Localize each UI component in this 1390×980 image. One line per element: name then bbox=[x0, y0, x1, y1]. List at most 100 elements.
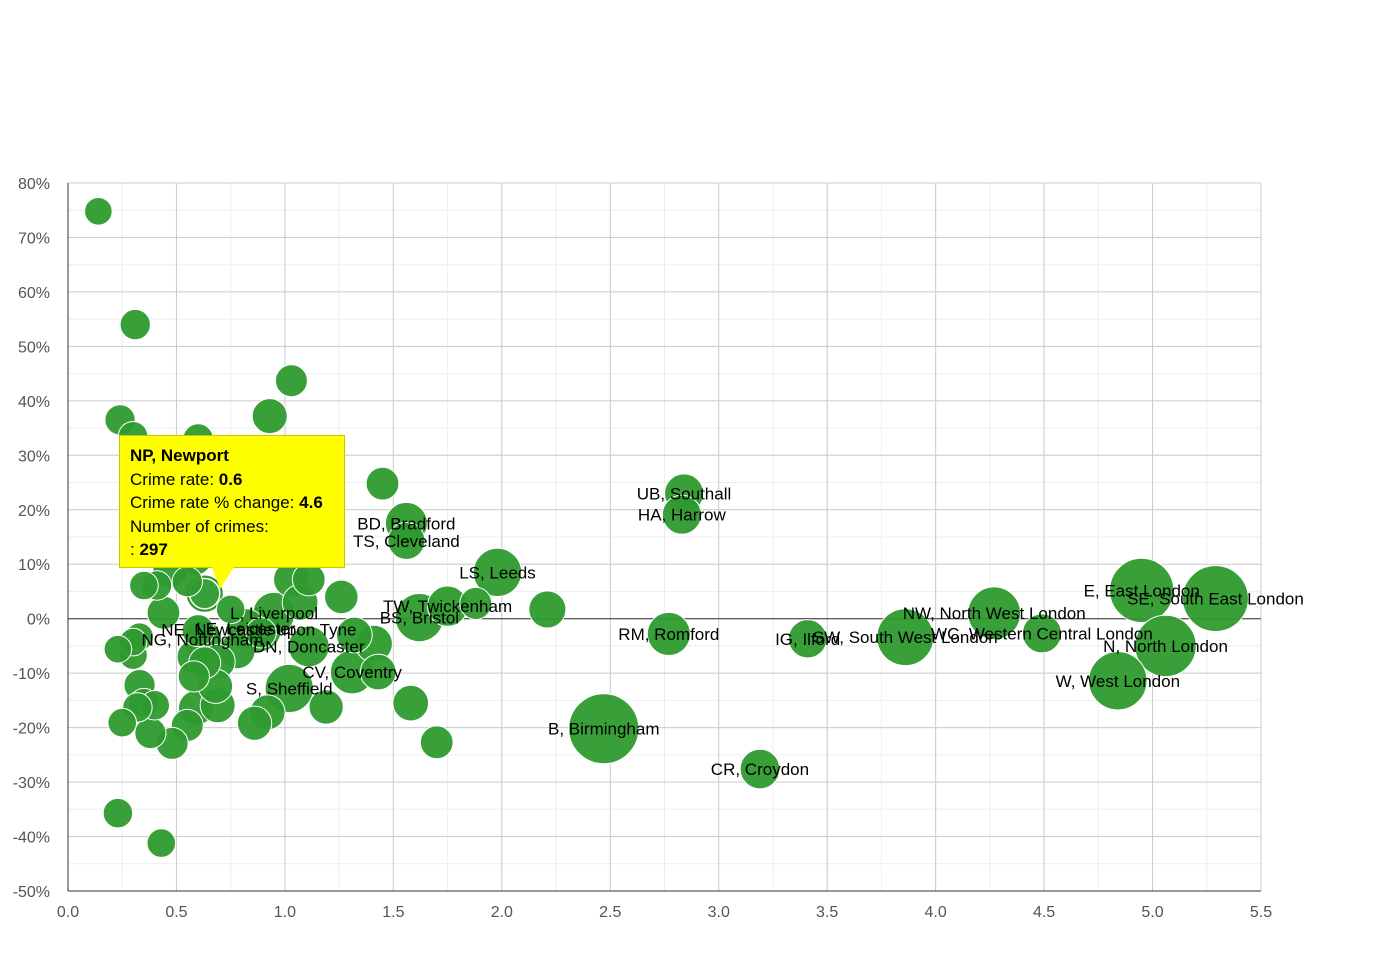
y-tick-label: -40% bbox=[13, 830, 50, 847]
y-tick-label: 80% bbox=[18, 176, 50, 193]
bubble bbox=[119, 308, 151, 341]
bubble bbox=[967, 586, 1022, 641]
y-axis-ticks: -50% -40% -30% -20% -10% 0% 10% 20% 30% 40% 50% 60%… bbox=[13, 176, 50, 901]
x-tick-label: 5.0 bbox=[1141, 904, 1163, 921]
bubble-label: TS, Cleveland bbox=[353, 532, 460, 551]
y-tick-label: -30% bbox=[13, 775, 50, 792]
x-tick-label: 1.0 bbox=[274, 904, 296, 921]
bubble bbox=[387, 521, 426, 560]
bubble bbox=[236, 705, 273, 741]
x-tick-label: 2.5 bbox=[599, 904, 621, 921]
bubble-label: W, West London bbox=[1056, 672, 1180, 691]
bubble-label: NW, North West London bbox=[903, 604, 1086, 623]
bubble bbox=[876, 608, 935, 667]
bubble-label: BS, Bristol bbox=[380, 609, 459, 628]
y-tick-label: -50% bbox=[13, 884, 50, 901]
x-tick-label: 1.5 bbox=[382, 904, 404, 921]
y-tick-label: 0% bbox=[27, 612, 50, 629]
x-tick-label: 0.0 bbox=[57, 904, 79, 921]
bubble bbox=[459, 586, 493, 620]
bubble bbox=[1021, 613, 1062, 654]
bubble bbox=[102, 797, 134, 829]
bubble-label: IG, Ilford bbox=[775, 630, 840, 649]
x-tick-label: 4.5 bbox=[1033, 904, 1055, 921]
bubble-label: DN, Doncaster bbox=[253, 637, 365, 656]
bubble-label: SW, South West London bbox=[813, 628, 998, 647]
bubble bbox=[392, 684, 430, 722]
bubble bbox=[177, 660, 210, 693]
y-tick-label: 40% bbox=[18, 394, 50, 411]
y-tick-label: -20% bbox=[13, 721, 50, 738]
y-tick-label: 70% bbox=[18, 230, 50, 247]
y-tick-label: 30% bbox=[18, 448, 50, 465]
bubble-label: CR, Croydon bbox=[711, 760, 809, 779]
x-tick-label: 2.0 bbox=[491, 904, 513, 921]
bubble-label: S, Sheffield bbox=[246, 679, 333, 698]
bubble-label: HA, Harrow bbox=[638, 506, 727, 525]
bubbles bbox=[84, 197, 1249, 858]
bubble-label: L, Liverpool bbox=[230, 604, 318, 623]
tooltip-count: 297 bbox=[139, 540, 168, 559]
bubble-label: BD, Bradford bbox=[357, 514, 455, 533]
bubble-label: SE, South East London bbox=[1127, 590, 1304, 609]
bubble bbox=[107, 707, 138, 738]
bubble bbox=[646, 611, 691, 656]
x-tick-label: 0.5 bbox=[165, 904, 187, 921]
bubble bbox=[324, 579, 359, 615]
y-tick-label: 50% bbox=[18, 339, 50, 356]
bubble-label: B, Birmingham bbox=[548, 720, 659, 739]
x-tick-label: 5.5 bbox=[1250, 904, 1272, 921]
tooltip-count-label: Number of crimes: bbox=[130, 516, 269, 536]
bubble-label: CV, Coventry bbox=[302, 663, 402, 682]
bubble bbox=[103, 634, 133, 664]
tooltip-crime-rate: 0.6 bbox=[218, 469, 243, 489]
bubble-label: LS, Leeds bbox=[459, 563, 536, 582]
x-tick-label: 4.0 bbox=[925, 904, 947, 921]
bubble bbox=[419, 725, 454, 760]
bubble-label: N, North London bbox=[1103, 637, 1228, 656]
bubble bbox=[245, 617, 277, 649]
bubble bbox=[287, 625, 330, 668]
bubble bbox=[1109, 557, 1175, 623]
bubble-label: E, East London bbox=[1084, 581, 1200, 600]
bubble bbox=[1134, 614, 1197, 678]
bubble-label: WC, Western Central London bbox=[931, 624, 1153, 643]
bubble bbox=[251, 398, 288, 435]
bubble bbox=[661, 494, 702, 535]
x-tick-label: 3.5 bbox=[816, 904, 838, 921]
bubble bbox=[472, 547, 523, 597]
bubble bbox=[308, 689, 344, 725]
bubble-label: RM, Romford bbox=[618, 625, 719, 644]
bubble bbox=[787, 619, 828, 659]
y-tick-label: -10% bbox=[13, 666, 50, 683]
x-axis-ticks: 0.0 0.5 1.0 1.5 2.0 2.5 3.0 3.5 4.0 4.5 5.0 5.5 bbox=[57, 904, 1272, 921]
bubble bbox=[146, 828, 177, 858]
bubble-label: NG, Nottingham bbox=[142, 630, 264, 649]
tooltip-change: 4.6 bbox=[299, 493, 323, 512]
y-tick-label: 20% bbox=[18, 503, 50, 520]
bubble bbox=[1088, 651, 1148, 711]
bubble bbox=[129, 570, 159, 601]
tooltip-pointer bbox=[212, 567, 234, 589]
bubble bbox=[359, 653, 397, 691]
tooltip-change-label: Crime rate % change: bbox=[130, 493, 300, 512]
bubble-label: LE, Leicester bbox=[196, 619, 296, 638]
bubble-label: UB, Southall bbox=[637, 484, 732, 503]
bubble bbox=[181, 614, 215, 648]
x-tick-label: 3.0 bbox=[708, 904, 730, 921]
bubble bbox=[84, 197, 113, 226]
tooltip-count-prefix: : bbox=[130, 540, 140, 559]
bubble bbox=[171, 565, 203, 598]
bubble bbox=[365, 466, 400, 501]
bubble bbox=[528, 590, 567, 629]
y-tick-label: 60% bbox=[18, 285, 50, 302]
tooltip: NP, Newport Crime rate: 0.6 Crime rate %… bbox=[119, 435, 345, 568]
tooltip-crime-rate-label: Crime rate: bbox=[130, 469, 219, 489]
bubble bbox=[739, 748, 781, 790]
bubble bbox=[568, 693, 640, 765]
bubble bbox=[335, 616, 373, 654]
bubble bbox=[215, 594, 246, 625]
bubble bbox=[1182, 565, 1249, 632]
y-tick-label: 10% bbox=[18, 557, 50, 574]
